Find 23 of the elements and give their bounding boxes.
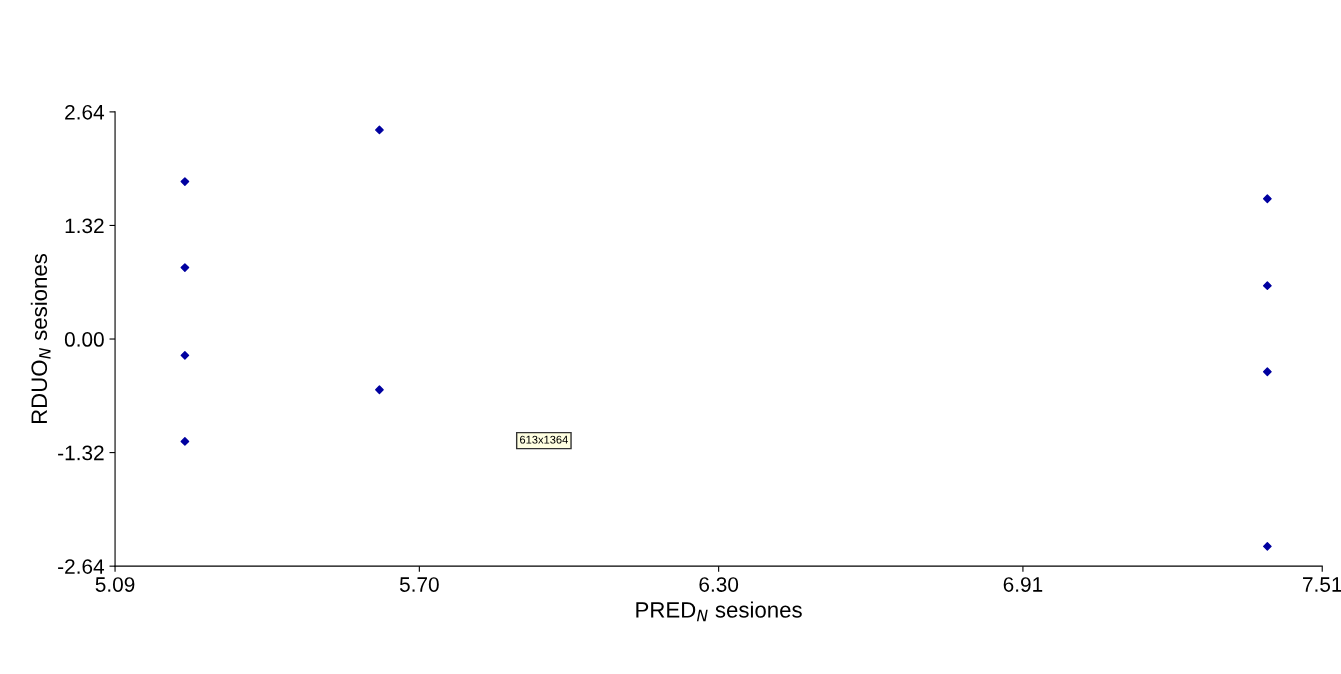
point	[1262, 542, 1272, 551]
point	[1262, 367, 1272, 377]
point	[1262, 194, 1272, 204]
x-tick-label: 7.51	[1303, 577, 1341, 592]
x-tick-label: 5.70	[399, 577, 439, 592]
x-tick-label: 5.09	[95, 577, 135, 592]
y-tick-label: 0.00	[64, 332, 104, 347]
point	[1262, 281, 1272, 291]
y-tick-label: 2.64	[65, 104, 105, 120]
point	[375, 125, 384, 135]
point	[180, 177, 190, 186]
point	[180, 437, 190, 446]
x-tick-label: 6.91	[1003, 577, 1043, 592]
point	[180, 350, 190, 360]
point	[375, 385, 384, 395]
x-axis-title: PRED$_{N}$ sesiones	[636, 601, 802, 622]
y-tick-label: -2.64	[58, 559, 105, 574]
annotation: 613x1364	[520, 435, 568, 444]
point	[180, 263, 190, 272]
x-tick-label: 6.30	[699, 577, 739, 592]
y-tick-label: -1.32	[58, 445, 104, 461]
y-tick-label: 1.32	[65, 218, 104, 234]
y-axis-title: RDUO$_{N}$ sesiones	[30, 253, 51, 424]
